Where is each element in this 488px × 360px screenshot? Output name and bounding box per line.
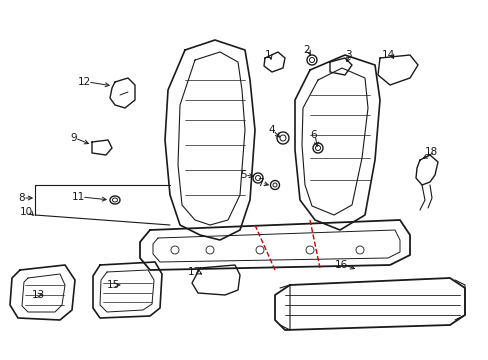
Text: 5: 5 xyxy=(240,170,246,180)
Text: 8: 8 xyxy=(18,193,24,203)
Text: 18: 18 xyxy=(424,147,437,157)
Text: 16: 16 xyxy=(334,260,347,270)
Text: 3: 3 xyxy=(345,50,351,60)
Text: 9: 9 xyxy=(70,133,77,143)
Text: 2: 2 xyxy=(303,45,309,55)
Text: 14: 14 xyxy=(381,50,394,60)
Text: 17: 17 xyxy=(187,267,201,277)
Text: 1: 1 xyxy=(264,50,271,60)
Text: 10: 10 xyxy=(20,207,33,217)
Text: 4: 4 xyxy=(267,125,274,135)
Text: 11: 11 xyxy=(72,192,85,202)
Text: 7: 7 xyxy=(257,178,263,188)
Text: 13: 13 xyxy=(32,290,45,300)
Text: 12: 12 xyxy=(78,77,91,87)
Text: 6: 6 xyxy=(309,130,316,140)
Text: 15: 15 xyxy=(107,280,120,290)
